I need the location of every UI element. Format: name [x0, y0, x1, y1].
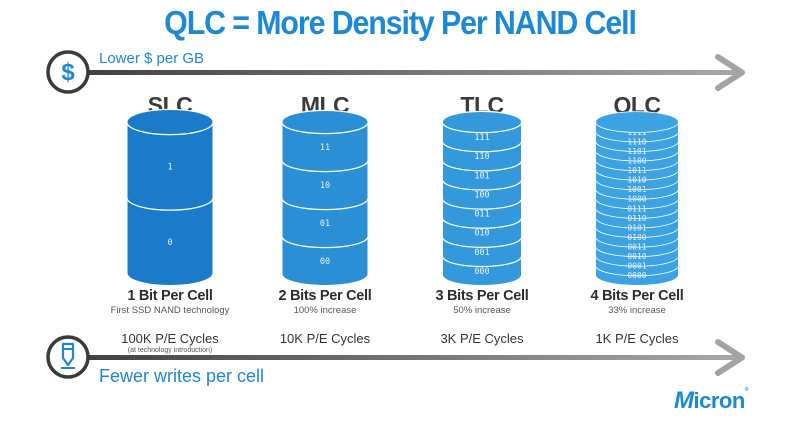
nand-cell-stack: 10: [126, 108, 214, 285]
fewer-writes-label: Fewer writes per cell: [99, 366, 265, 386]
cell-level-label: 1100: [627, 156, 646, 165]
lower-cost-label: Lower $ per GB: [99, 50, 205, 67]
cell-level-label: 1011: [627, 166, 646, 175]
pe-cycles-note: (at technology introduction): [127, 347, 213, 354]
arrow-head: [715, 339, 745, 376]
arrow-graphic: $: [46, 50, 745, 94]
cell-level-label: 1000: [627, 195, 646, 204]
cell-top-cap: [127, 110, 213, 134]
density-increase-label: First SSD NAND technology: [110, 305, 230, 316]
cell-level-label: 000: [474, 267, 489, 277]
arrow-shaft: [60, 355, 740, 360]
page-title: QLC = More Density Per NAND Cell: [164, 4, 637, 41]
cell-level-label: 10: [320, 181, 330, 191]
density-increase-label: 100% increase: [293, 305, 357, 316]
cell-level-label: 101: [474, 171, 489, 181]
micron-logo: Micron®: [674, 387, 749, 415]
cell-level-label: 0000: [627, 271, 646, 280]
cell-level-label: 0011: [627, 243, 646, 252]
nand-cell-stack: 11 10 01 00: [281, 109, 369, 285]
pen-icon: [46, 335, 90, 379]
nand-cell-stack: 111 110 101 100 011 010 001 000: [441, 110, 523, 285]
density-increase-label: 50% increase: [453, 305, 511, 316]
cell-level-label: 1111: [627, 128, 646, 137]
cell-level-label: 1001: [627, 185, 646, 194]
cell-level-label: 0: [167, 238, 172, 248]
nand-cell-stack: 1111111011011100101110101001100001110110…: [595, 111, 679, 285]
bits-per-cell-label: 1 Bit Per Cell: [127, 288, 213, 304]
dollar-icon: $: [46, 50, 90, 94]
cell-level-label: 001: [474, 248, 489, 258]
cell-level-label: 111: [474, 133, 489, 143]
svg-text:$: $: [61, 59, 75, 86]
pe-cycles-label: 1K P/E Cycles: [595, 331, 679, 346]
arrow-shaft: [60, 70, 740, 75]
cell-level-label: 0010: [627, 252, 646, 261]
cell-level-label: 0100: [627, 233, 646, 242]
cell-top-cap: [282, 111, 368, 133]
cell-level-label: 1110: [627, 137, 646, 146]
cell-level-label: 11: [320, 143, 330, 153]
lower-cost-arrow: $ Lower $ per GB: [0, 45, 800, 105]
pe-cycles-label: 10K P/E Cycles: [279, 331, 371, 346]
pe-cycles-label: 100K P/E Cycles: [121, 331, 219, 346]
cell-level-label: 0101: [627, 223, 646, 232]
density-increase-label: 33% increase: [608, 305, 666, 316]
cell-level-label: 100: [474, 190, 489, 200]
cell-level-label: 1101: [627, 147, 646, 156]
cell-level-label: 011: [474, 210, 489, 220]
logo-text: icron: [693, 388, 746, 413]
pe-cycles-label: 3K P/E Cycles: [440, 331, 524, 346]
cell-level-label: 0111: [627, 204, 646, 213]
logo-reg: ®: [744, 387, 749, 393]
fewer-writes-arrow: Fewer writes per cell: [0, 330, 800, 390]
cell-level-label: 0001: [627, 262, 646, 271]
cell-top-cap: [443, 112, 521, 132]
cell-level-label: 1: [167, 162, 172, 172]
cell-level-label: 010: [474, 229, 489, 239]
cell-level-label: 01: [320, 219, 330, 229]
bits-per-cell-label: 4 Bits Per Cell: [590, 288, 684, 304]
arrow-graphic: [46, 335, 745, 379]
cell-level-label: 110: [474, 152, 489, 162]
cell-level-label: 0110: [627, 214, 646, 223]
cell-level-label: 00: [320, 257, 330, 267]
arrow-head: [715, 54, 745, 91]
cell-top-cap: [596, 112, 678, 132]
cell-level-label: 1010: [627, 176, 646, 185]
bits-per-cell-label: 2 Bits Per Cell: [278, 288, 372, 304]
logo-m: M: [674, 387, 694, 414]
bits-per-cell-label: 3 Bits Per Cell: [435, 288, 529, 304]
